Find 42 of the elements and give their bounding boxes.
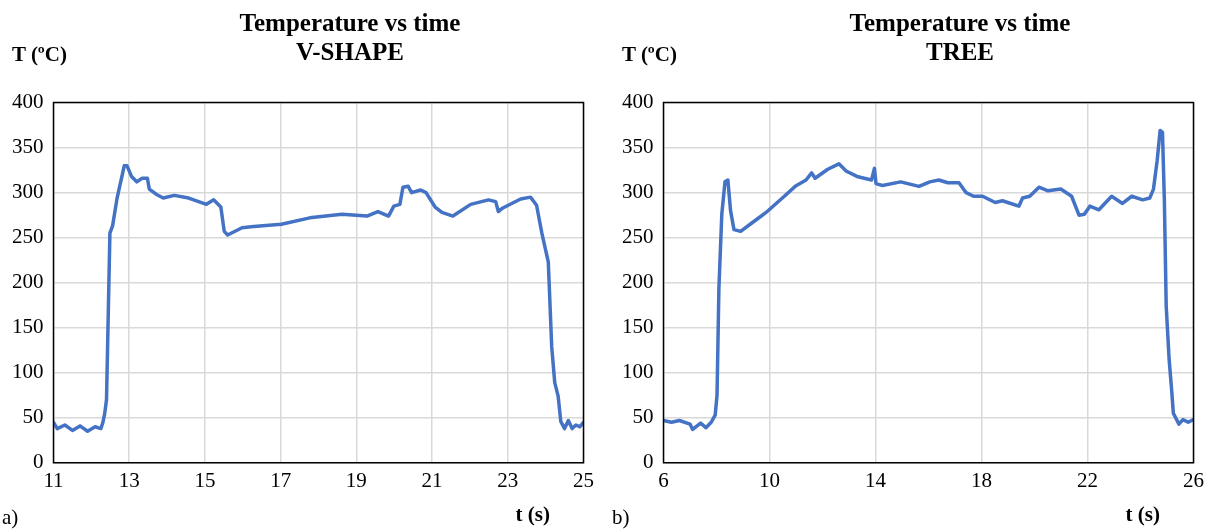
x-tick-label: 18 — [971, 467, 992, 492]
x-tick-label: 17 — [270, 467, 292, 492]
y-tick-label: 200 — [622, 269, 654, 294]
y-tick-label: 50 — [632, 404, 654, 429]
text: a) — [2, 505, 19, 530]
x-axis-title: t (s) — [515, 502, 550, 527]
chart-subtitle: V-SHAPE — [296, 38, 404, 65]
y-tick-label: 350 — [622, 134, 654, 159]
y-tick-label: 0 — [643, 449, 654, 474]
y-tick-label: 150 — [622, 314, 654, 339]
y-tick-label: 0 — [33, 449, 44, 474]
y-tick-label: 350 — [12, 134, 44, 159]
chart-title: Temperature vs time — [849, 9, 1071, 36]
y-tick-label: 100 — [622, 359, 654, 384]
x-tick-label: 11 — [43, 467, 64, 492]
y-tick-label: 150 — [12, 314, 44, 339]
x-tick-label: 14 — [865, 467, 887, 492]
y-tick-label: 200 — [12, 269, 44, 294]
y-tick-label: 400 — [12, 89, 44, 114]
x-tick-label: 15 — [194, 467, 216, 492]
y-tick-label: 250 — [12, 224, 44, 249]
y-tick-label: 400 — [622, 89, 654, 114]
chart-title: Temperature vs time — [239, 9, 461, 36]
x-tick-label: 10 — [759, 467, 780, 492]
x-tick-label: 25 — [573, 467, 594, 492]
x-tick-label: 13 — [118, 467, 140, 492]
y-tick-label: 300 — [622, 179, 654, 204]
y-axis-title: T (ºC) — [622, 42, 677, 67]
x-tick-label: 22 — [1077, 467, 1098, 492]
y-tick-label: 50 — [22, 404, 44, 429]
y-axis-title: T (ºC) — [12, 42, 67, 67]
x-tick-label: 19 — [345, 467, 367, 492]
text: b) — [612, 505, 630, 530]
y-tick-label: 300 — [12, 179, 44, 204]
x-tick-label: 26 — [1183, 467, 1204, 492]
x-tick-label: 23 — [497, 467, 519, 492]
x-tick-label: 21 — [421, 467, 443, 492]
x-tick-label: 6 — [658, 467, 669, 492]
x-axis-title: t (s) — [1125, 502, 1160, 527]
y-tick-label: 100 — [12, 359, 44, 384]
chart-subtitle: TREE — [925, 38, 995, 65]
y-tick-label: 250 — [622, 224, 654, 249]
